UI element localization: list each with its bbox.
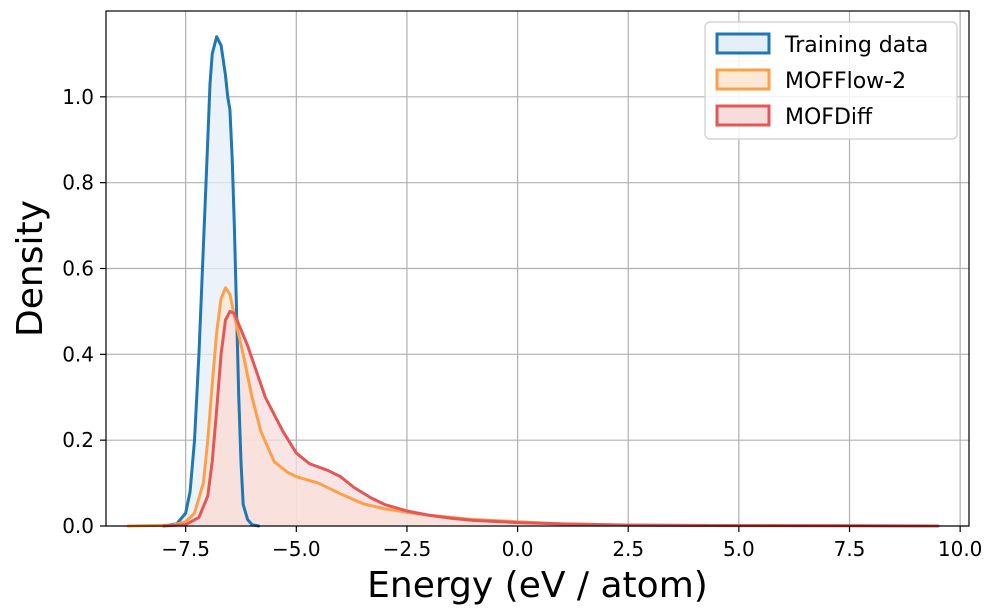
x-tick-label: 10.0 xyxy=(938,537,983,561)
legend-label: Training data xyxy=(784,33,928,58)
y-axis-ticks: 0.0 0.2 0.4 0.6 0.8 1.0 xyxy=(62,85,106,538)
x-axis-label: Energy (eV / atom) xyxy=(367,565,708,606)
y-tick-label: 0.8 xyxy=(62,171,94,195)
x-tick-label: −5.0 xyxy=(272,537,321,561)
x-tick-label: 7.5 xyxy=(834,537,866,561)
legend-label: MOFFlow-2 xyxy=(785,69,906,94)
x-tick-label: 0.0 xyxy=(502,537,534,561)
x-axis-ticks: −7.5 −5.0 −2.5 0.0 2.5 5.0 7.5 10.0 xyxy=(161,526,982,561)
y-tick-label: 0.4 xyxy=(62,342,94,366)
legend-swatch xyxy=(715,68,771,91)
x-tick-label: −7.5 xyxy=(161,537,210,561)
y-tick-label: 0.0 xyxy=(62,514,94,538)
x-tick-label: 5.0 xyxy=(723,537,755,561)
x-tick-label: 2.5 xyxy=(612,537,644,561)
legend-swatch xyxy=(715,32,771,55)
series-line-0 xyxy=(162,35,261,528)
series-line-2 xyxy=(162,309,940,528)
y-axis-label: Density xyxy=(10,200,51,337)
y-tick-label: 0.6 xyxy=(62,257,94,281)
y-tick-label: 0.2 xyxy=(62,428,94,452)
series-fill-2 xyxy=(163,311,939,526)
x-tick-label: −2.5 xyxy=(383,537,432,561)
legend: Training data MOFFlow-2 MOFDiff xyxy=(704,21,958,140)
legend-swatch xyxy=(715,104,771,127)
legend-label: MOFDiff xyxy=(785,105,873,130)
density-lines xyxy=(126,35,940,528)
y-tick-label: 1.0 xyxy=(62,85,94,109)
